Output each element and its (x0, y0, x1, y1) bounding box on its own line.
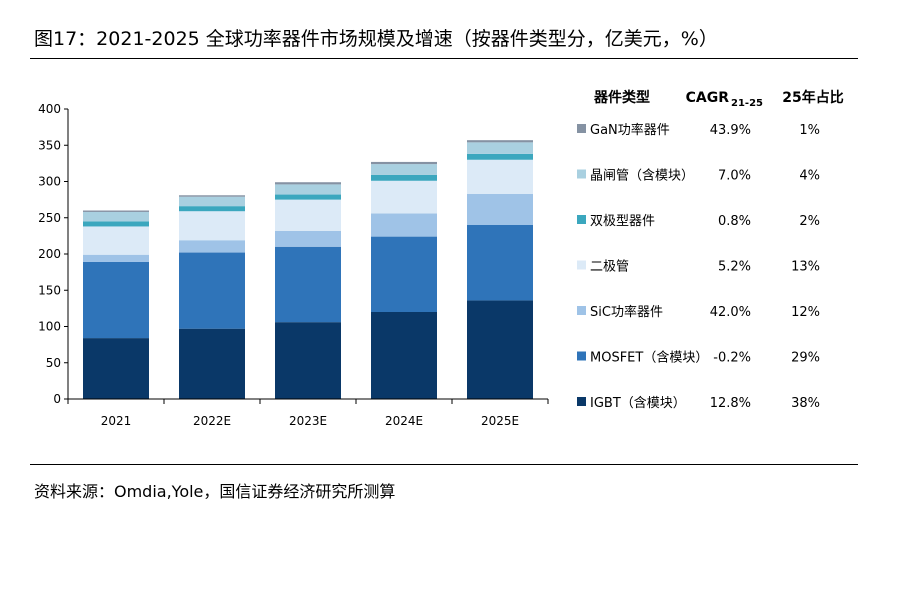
x-axis: 2021 2022E 2023E 2024E 2025E (67, 398, 549, 428)
legend-cagr-bipolar: 0.8% (718, 214, 751, 229)
legend-swatch-sic (577, 306, 586, 315)
bar-diode-2021 (83, 226, 149, 255)
y-tick-label: 350 (38, 138, 61, 152)
bar-igbt-2024e (371, 312, 437, 399)
y-tick-label: 250 (38, 211, 61, 225)
col-header-type: 器件类型 (593, 89, 650, 106)
legend-label-mosfet: MOSFET（含模块） (590, 350, 708, 366)
legend-cagr-gan: 43.9% (710, 123, 751, 138)
legend-swatch-thyristor (577, 169, 586, 179)
legend-cagr-igbt: 12.8% (710, 396, 751, 411)
bar-thyristor-2024e (371, 164, 437, 175)
legend-cagr-sic: 42.0% (710, 305, 751, 320)
bar-mosfet-2021 (83, 261, 149, 339)
x-tick-label: 2024E (385, 414, 423, 428)
bar-thyristor-2023e (275, 184, 341, 195)
bar-igbt-2025e (467, 300, 533, 399)
bar-sic-2023e (275, 230, 341, 247)
legend-share-sic: 12% (791, 305, 820, 320)
bar-gan-2024e (371, 161, 437, 165)
legend-cagr-mosfet: -0.2% (713, 351, 751, 366)
bars (83, 140, 533, 399)
bar-sic-2021 (83, 254, 149, 262)
y-tick-label: 50 (46, 356, 61, 370)
legend-label-igbt: IGBT（含模块） (590, 395, 686, 411)
bar-bipolar-2023e (275, 194, 341, 200)
source-note: 资料来源：Omdia,Yole，国信证券经济研究所测算 (34, 482, 396, 501)
x-tick-label: 2021 (101, 414, 132, 428)
bar-bipolar-2025e (467, 153, 533, 160)
col-header-share: 25年占比 (782, 89, 843, 106)
legend-share-diode: 13% (791, 260, 820, 275)
y-axis: 0 50 100 150 200 250 300 350 400 (38, 102, 69, 406)
bar-gan-2025e (467, 140, 533, 143)
bar-sic-2024e (371, 213, 437, 237)
bar-sic-2025e (467, 193, 533, 225)
y-tick-label: 100 (38, 320, 61, 334)
bar-thyristor-2022e (179, 196, 245, 207)
top-rule (30, 58, 858, 59)
col-header-cagr: CAGR (686, 90, 730, 106)
legend-cagr-thyristor: 7.0% (718, 169, 751, 184)
bar-igbt-2022e (179, 328, 245, 399)
bar-diode-2023e (275, 199, 341, 231)
legend-swatch-diode (577, 260, 586, 270)
legend-swatch-mosfet (577, 351, 586, 361)
x-tick-label: 2023E (289, 414, 327, 428)
legend-swatch-bipolar (577, 215, 586, 224)
bar-bipolar-2021 (83, 221, 149, 227)
y-tick-label: 0 (53, 392, 61, 406)
legend-swatch-gan (577, 124, 586, 133)
bar-mosfet-2025e (467, 225, 533, 301)
y-tick-label: 400 (38, 102, 61, 116)
legend-label-bipolar: 双极型器件 (590, 214, 655, 229)
bar-thyristor-2025e (467, 142, 533, 154)
legend-share-bipolar: 2% (799, 214, 820, 229)
bar-gan-2022e (179, 195, 245, 197)
legend-label-thyristor: 晶闸管（含模块） (590, 168, 694, 184)
bar-mosfet-2024e (371, 236, 437, 312)
bar-igbt-2021 (83, 338, 149, 399)
legend-label-diode: 二极管 (590, 260, 629, 275)
y-tick-label: 200 (38, 247, 61, 261)
bar-diode-2024e (371, 180, 437, 214)
bar-gan-2023e (275, 182, 341, 185)
x-tick-label: 2025E (481, 414, 519, 428)
bar-bipolar-2022e (179, 206, 245, 212)
bar-mosfet-2022e (179, 252, 245, 329)
bar-bipolar-2024e (371, 174, 437, 181)
col-header-cagr-subscript: 21-25 (731, 98, 763, 109)
legend-label-gan: GaN功率器件 (590, 122, 670, 138)
legend-share-thyristor: 4% (799, 169, 820, 184)
y-tick-label: 150 (38, 283, 61, 297)
bar-thyristor-2021 (83, 211, 149, 222)
bar-gan-2021 (83, 210, 149, 212)
legend-share-igbt: 38% (791, 396, 820, 411)
bar-mosfet-2023e (275, 246, 341, 323)
figure-title: 图17：2021-2025 全球功率器件市场规模及增速（按器件类型分，亿美元，%… (34, 28, 718, 50)
legend-share-mosfet: 29% (791, 351, 820, 366)
legend-cagr-diode: 5.2% (718, 260, 751, 275)
bar-diode-2022e (179, 211, 245, 241)
y-tick-label: 300 (38, 175, 61, 189)
x-tick-label: 2022E (193, 414, 231, 428)
bar-igbt-2023e (275, 322, 341, 399)
legend-swatch-igbt (577, 397, 586, 406)
bar-sic-2022e (179, 240, 245, 253)
bottom-rule (30, 464, 858, 465)
legend-label-sic: SiC功率器件 (590, 304, 663, 320)
legend-share-gan: 1% (799, 123, 820, 138)
bar-diode-2025e (467, 159, 533, 194)
legend-table: 器件类型 CAGR 21-25 25年占比 GaN功率器件 43.9% 1% 晶闸管（… (577, 89, 844, 411)
